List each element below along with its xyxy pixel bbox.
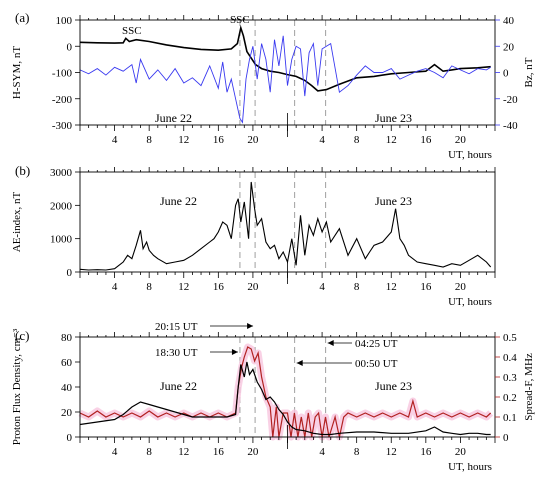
x-axis-label: UT, hours xyxy=(448,461,492,473)
y-tick-label: 0.4 xyxy=(503,352,517,364)
event-annotation: 18:30 UT xyxy=(155,347,198,359)
x-tick-label: 8 xyxy=(354,281,360,293)
y-axis-label: AE-index, nT xyxy=(11,191,23,252)
y-tick-label: -100 xyxy=(52,68,73,80)
x-axis-label: UT, hours xyxy=(448,149,492,161)
x-tick-label: 20 xyxy=(455,446,467,458)
x-tick-label: 4 xyxy=(112,134,118,146)
x-tick-label: 8 xyxy=(146,281,152,293)
x-tick-label: 12 xyxy=(178,134,189,146)
x-tick-label: 20 xyxy=(247,134,259,146)
y-tick-label: -200 xyxy=(52,94,73,106)
y-tick-label: 40 xyxy=(503,15,515,27)
x-tick-label: 16 xyxy=(213,134,225,146)
y-tick-label: 0.1 xyxy=(503,412,517,424)
x-tick-label: 4 xyxy=(319,281,325,293)
plot-frame xyxy=(79,171,496,273)
day-label: June 22 xyxy=(160,379,197,393)
x-tick-label: 12 xyxy=(386,134,397,146)
x-tick-label: 4 xyxy=(319,134,325,146)
x-tick-label: 4 xyxy=(112,446,118,458)
plot-frame xyxy=(79,19,496,126)
y-tick-label: 0 xyxy=(67,432,73,444)
annotation-arrowhead xyxy=(296,360,303,366)
y-tick-label: 0.5 xyxy=(503,332,517,344)
panel-label: (b) xyxy=(15,163,30,178)
x-tick-label: 4 xyxy=(319,446,325,458)
hsym-series-line xyxy=(79,24,491,92)
y-tick-label: 3000 xyxy=(50,167,73,179)
y-tick-label: 100 xyxy=(56,15,73,27)
x-tick-label: 12 xyxy=(386,446,397,458)
x-tick-label: 16 xyxy=(213,446,225,458)
x-tick-label: 20 xyxy=(247,446,259,458)
event-annotation: 20:15 UT xyxy=(155,321,198,333)
x-tick-label: 16 xyxy=(213,281,225,293)
y-tick-label: 0 xyxy=(67,267,73,279)
annotation-arrowhead xyxy=(231,349,238,355)
x-tick-label: 12 xyxy=(178,281,189,293)
y-axis-label: Bz, nT xyxy=(523,57,535,87)
y-tick-label: 0 xyxy=(503,68,509,80)
y-tick-label: 0.3 xyxy=(503,372,517,384)
x-tick-label: 20 xyxy=(455,134,467,146)
x-tick-label: 20 xyxy=(455,281,467,293)
spreadf-band xyxy=(78,343,494,441)
annotation-arrowhead xyxy=(327,340,334,346)
y-tick-label: 1000 xyxy=(50,234,73,246)
x-tick-label: 8 xyxy=(354,446,360,458)
y-tick-label: -20 xyxy=(503,94,518,106)
ssc-annotation: SSC xyxy=(122,25,142,37)
y-tick-label: -40 xyxy=(503,120,518,132)
day-label: June 23 xyxy=(375,379,412,393)
day-label: June 23 xyxy=(375,194,412,208)
x-tick-label: 8 xyxy=(146,134,152,146)
day-label: June 23 xyxy=(375,111,412,125)
y-tick-label: 20 xyxy=(503,41,515,53)
x-tick-label: 12 xyxy=(178,446,189,458)
x-tick-label: 16 xyxy=(420,446,432,458)
x-tick-label: 12 xyxy=(386,281,397,293)
x-tick-label: 8 xyxy=(146,446,152,458)
y-tick-label: 0 xyxy=(503,432,509,444)
x-tick-label: 8 xyxy=(354,134,360,146)
y-axis-label: Proton Flux Density, cm⁻³ xyxy=(11,328,23,445)
ssc-annotation: SSC xyxy=(230,14,250,26)
y-axis-label: Spread-F, MHz xyxy=(523,353,535,421)
event-annotation: 04:25 UT xyxy=(355,338,398,350)
y-tick-label: 80 xyxy=(61,332,73,344)
y-tick-label: -300 xyxy=(52,120,73,132)
y-tick-label: 60 xyxy=(61,357,73,369)
y-tick-label: 20 xyxy=(61,407,73,419)
x-tick-label: 20 xyxy=(247,281,259,293)
event-annotation: 00:50 UT xyxy=(355,358,398,370)
day-label: June 22 xyxy=(160,194,197,208)
y-tick-label: 0 xyxy=(67,41,73,53)
x-tick-label: 16 xyxy=(420,134,432,146)
x-tick-label: 16 xyxy=(420,281,432,293)
y-tick-label: 40 xyxy=(61,382,73,394)
panel-label: (c) xyxy=(15,328,29,343)
day-label: June 22 xyxy=(155,111,192,125)
y-tick-label: 2000 xyxy=(50,200,73,212)
bz-series-line xyxy=(79,35,491,124)
x-tick-label: 4 xyxy=(112,281,118,293)
x-axis-label: UT, hours xyxy=(448,296,492,308)
spreadf-series-line xyxy=(79,346,492,438)
panel-label: (a) xyxy=(15,10,29,25)
y-tick-label: 0.2 xyxy=(503,392,517,404)
ae-series-line xyxy=(79,181,492,271)
proton-flux-series-line xyxy=(79,361,491,436)
annotation-arrowhead xyxy=(247,323,254,329)
y-axis-label: H-SYM, nT xyxy=(11,46,23,99)
